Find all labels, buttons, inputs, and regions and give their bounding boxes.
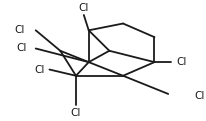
Text: Cl: Cl <box>175 57 186 67</box>
Text: Cl: Cl <box>194 91 204 101</box>
Text: Cl: Cl <box>34 64 44 75</box>
Text: Cl: Cl <box>70 108 81 118</box>
Text: Cl: Cl <box>16 43 27 53</box>
Text: Cl: Cl <box>14 25 25 35</box>
Text: Cl: Cl <box>78 3 89 13</box>
